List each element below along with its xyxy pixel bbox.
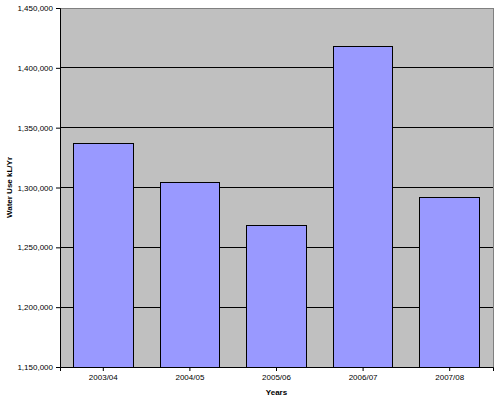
grid-line bbox=[60, 67, 493, 68]
x-tick: 2007/08 bbox=[435, 367, 464, 382]
y-tick-mark bbox=[56, 247, 60, 248]
x-axis-line bbox=[61, 368, 494, 372]
bar bbox=[333, 46, 393, 367]
y-tick-label: 1,350,000 bbox=[17, 124, 53, 133]
chart: 1,150,000 1,200,000 1,250,000 1,300,000 1,35… bbox=[0, 0, 500, 399]
plot: 1,150,000 1,200,000 1,250,000 1,300,000 1,35… bbox=[17, 4, 493, 382]
x-tick-mark bbox=[189, 367, 190, 371]
y-tick: 1,250,000 bbox=[17, 243, 60, 252]
x-tick-label: 2007/08 bbox=[435, 373, 464, 382]
bar bbox=[420, 197, 480, 367]
x-tick: 2005/06 bbox=[262, 367, 291, 382]
y-tick: 1,400,000 bbox=[17, 64, 60, 73]
x-axis: 2003/04 2004/05 2005/06 2006/07 2007/08 bbox=[61, 367, 494, 382]
x-tick-label: 2003/04 bbox=[89, 373, 118, 382]
grid-line bbox=[60, 127, 493, 128]
y-axis-title: Water Use kL/Yr bbox=[5, 157, 14, 218]
plot-background bbox=[60, 8, 493, 367]
x-axis-title: Years bbox=[266, 388, 288, 397]
x-tick-mark bbox=[103, 367, 104, 371]
y-tick-label: 1,250,000 bbox=[17, 243, 53, 252]
y-tick-mark bbox=[56, 8, 60, 9]
x-tick: 2004/05 bbox=[175, 367, 204, 382]
bar bbox=[160, 183, 220, 367]
x-tick-mark bbox=[449, 367, 450, 371]
y-tick-label: 1,450,000 bbox=[17, 4, 53, 13]
y-tick-label: 1,150,000 bbox=[17, 363, 53, 372]
plot-frame bbox=[60, 8, 493, 367]
y-tick: 1,350,000 bbox=[17, 124, 60, 133]
x-tick-label: 2004/05 bbox=[175, 373, 204, 382]
bar bbox=[73, 143, 133, 367]
x-tick-label: 2006/07 bbox=[349, 373, 378, 382]
grid bbox=[60, 8, 493, 367]
y-tick: 1,200,000 bbox=[17, 303, 60, 312]
y-tick: 1,450,000 bbox=[17, 4, 60, 13]
x-tick: 2006/07 bbox=[349, 367, 378, 382]
x-tick-mark bbox=[363, 367, 364, 371]
y-tick-label: 1,200,000 bbox=[17, 303, 53, 312]
y-tick: 1,150,000 bbox=[17, 363, 60, 372]
y-tick-label: 1,300,000 bbox=[17, 184, 53, 193]
y-tick-label: 1,400,000 bbox=[17, 64, 53, 73]
y-tick-mark bbox=[56, 367, 60, 368]
y-axis: 1,150,000 1,200,000 1,250,000 1,300,000 1,35… bbox=[17, 4, 60, 372]
y-tick: 1,300,000 bbox=[17, 184, 60, 193]
bar bbox=[247, 226, 307, 367]
bars bbox=[73, 46, 479, 367]
y-tick-mark bbox=[56, 307, 60, 308]
x-tick-mark bbox=[276, 367, 277, 371]
y-tick-mark bbox=[56, 68, 60, 69]
x-tick: 2003/04 bbox=[89, 367, 118, 382]
y-tick-mark bbox=[56, 128, 60, 129]
y-tick-mark bbox=[56, 188, 60, 189]
y-axis-line bbox=[56, 9, 61, 368]
x-tick-label: 2005/06 bbox=[262, 373, 291, 382]
